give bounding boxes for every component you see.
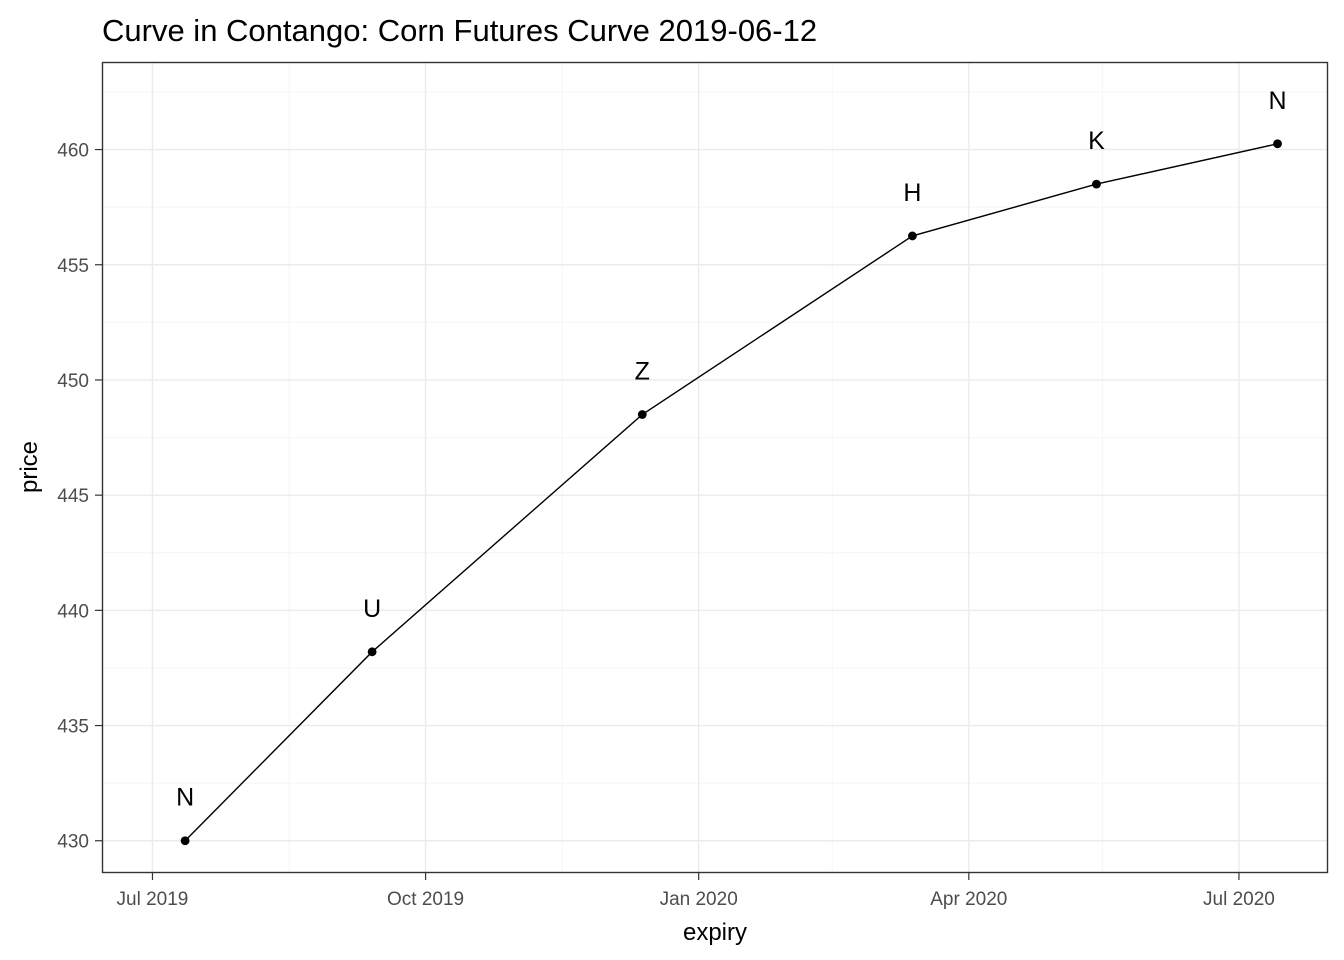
y-tick-label: 430 [57, 832, 89, 853]
x-tick-label: Jan 2020 [660, 889, 738, 910]
minor-gridlines [102, 62, 1328, 873]
data-point-0 [180, 836, 190, 846]
y-axis-title: price [16, 441, 43, 493]
contract-month-label: N [176, 784, 194, 812]
data-point-2 [637, 410, 647, 419]
contract-month-label: K [1088, 127, 1105, 155]
contract-month-label: Z [635, 358, 650, 386]
price-series [180, 139, 1282, 846]
x-axis-title: expiry [683, 919, 747, 946]
y-tick-label: 445 [57, 486, 89, 507]
y-axis: 430 435 440 445 450 455 460 [57, 141, 102, 853]
contract-month-label: H [903, 179, 921, 207]
major-gridlines [102, 62, 1328, 873]
y-tick-label: 460 [57, 141, 89, 162]
x-axis: Jul 2019 Oct 2019 Jan 2020 Apr 2020 Jul 2020 [117, 873, 1275, 910]
y-tick-label: 440 [57, 601, 89, 622]
y-tick-label: 450 [57, 371, 89, 392]
y-tick-label: 455 [57, 256, 89, 277]
x-tick-label: Oct 2019 [387, 889, 464, 910]
data-point-5 [1273, 139, 1282, 149]
contract-labels: N U Z H K N [176, 87, 1286, 812]
data-point-3 [908, 231, 917, 241]
x-tick-label: Apr 2020 [930, 889, 1007, 910]
contract-month-label: U [363, 595, 381, 623]
data-point-1 [367, 647, 377, 657]
contract-month-label: N [1269, 87, 1287, 115]
plot-panel-border [101, 61, 1329, 874]
data-point-4 [1092, 179, 1101, 189]
x-tick-label: Jul 2020 [1203, 889, 1275, 910]
x-tick-label: Jul 2019 [117, 889, 189, 910]
y-tick-label: 435 [57, 717, 89, 738]
futures-curve-line [184, 143, 1278, 842]
chart-title: Curve in Contango: Corn Futures Curve 20… [102, 13, 817, 48]
